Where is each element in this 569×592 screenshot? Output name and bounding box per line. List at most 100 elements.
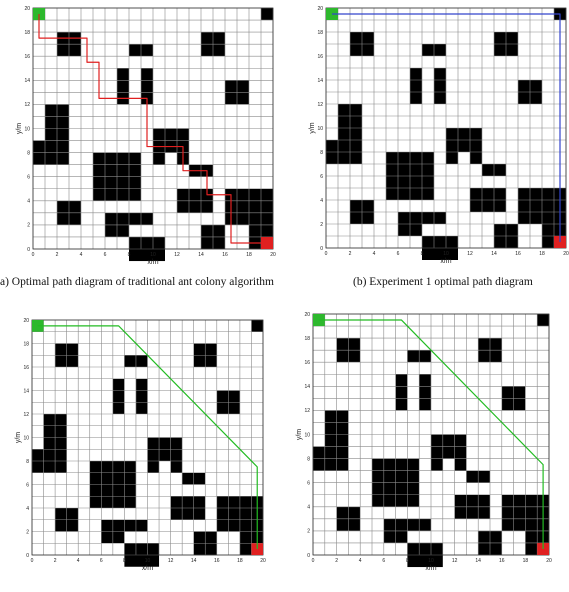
- x-tick-label: 0: [325, 251, 328, 257]
- y-tick-label: 0: [27, 247, 30, 253]
- obstacle: [537, 314, 549, 327]
- x-tick-label: 12: [168, 558, 174, 564]
- x-tick-label: 2: [56, 252, 59, 258]
- x-axis-label: x/m: [142, 565, 153, 572]
- obstacle: [442, 434, 455, 447]
- obstacle: [159, 437, 171, 450]
- y-tick-label: 10: [304, 432, 310, 438]
- y-tick-label: 14: [24, 78, 30, 84]
- x-tick-label: 8: [421, 251, 424, 257]
- x-tick-label: 10: [145, 558, 151, 564]
- x-tick-label: 18: [539, 251, 545, 257]
- obstacle: [395, 374, 408, 411]
- y-tick-label: 2: [27, 223, 30, 229]
- y-tick-label: 4: [320, 198, 323, 204]
- obstacle: [434, 68, 446, 104]
- y-tick-label: 8: [26, 459, 29, 465]
- y-axis-label: y/m: [16, 123, 23, 134]
- x-tick-label: 18: [237, 558, 243, 564]
- x-tick-label: 2: [54, 558, 57, 564]
- x-tick-label: 20: [563, 251, 569, 257]
- y-tick-label: 10: [23, 435, 29, 441]
- y-tick-label: 0: [320, 246, 323, 252]
- y-tick-label: 20: [317, 6, 323, 12]
- x-tick-label: 4: [77, 558, 80, 564]
- obstacle: [251, 320, 263, 332]
- y-tick-label: 6: [307, 481, 310, 487]
- x-tick-label: 12: [174, 252, 180, 258]
- x-tick-label: 10: [428, 558, 434, 564]
- obstacle: [117, 68, 129, 105]
- start-cell: [33, 8, 45, 21]
- grid-map-b: 00 2 2 4 4 6 6 8 8 10 10 12 12 14 14 16 16 18 18 20 20 x/m y/m: [309, 6, 569, 265]
- obstacle: [410, 68, 422, 104]
- y-tick-label: 16: [304, 360, 310, 366]
- y-tick-label: 8: [27, 150, 30, 156]
- x-tick-label: 0: [312, 558, 315, 564]
- x-tick-label: 2: [335, 558, 338, 564]
- x-tick-label: 6: [100, 558, 103, 564]
- x-tick-label: 10: [443, 251, 449, 257]
- x-tick-label: 0: [31, 558, 34, 564]
- y-tick-label: 18: [317, 30, 323, 36]
- grid-map-a: 00 2 2 4 4 6 6 8 8 10 10 12 12 14 14 16 16 18 18 20 20 x/m y/m: [16, 6, 276, 266]
- x-tick-label: 8: [123, 558, 126, 564]
- x-tick-label: 8: [128, 252, 131, 258]
- x-tick-label: 18: [523, 558, 529, 564]
- y-tick-label: 14: [23, 388, 29, 394]
- obstacle: [141, 68, 153, 105]
- x-tick-label: 12: [452, 558, 458, 564]
- x-axis-label: x/m: [147, 259, 158, 266]
- y-axis-label: y/m: [296, 429, 303, 440]
- y-tick-label: 6: [320, 174, 323, 180]
- y-axis-label: y/m: [309, 122, 316, 133]
- y-tick-label: 2: [320, 222, 323, 228]
- x-tick-label: 16: [515, 251, 521, 257]
- y-tick-label: 16: [24, 54, 30, 60]
- obstacle: [165, 128, 177, 141]
- y-tick-label: 4: [27, 199, 30, 205]
- optimal-path: [318, 319, 544, 549]
- x-tick-label: 16: [214, 558, 220, 564]
- y-tick-label: 2: [307, 529, 310, 535]
- optimal-path: [332, 13, 561, 242]
- y-tick-label: 14: [317, 78, 323, 84]
- plot-border: [325, 7, 567, 249]
- obstacle: [135, 378, 148, 414]
- y-tick-label: 12: [304, 408, 310, 414]
- x-tick-label: 18: [246, 252, 252, 258]
- x-tick-label: 12: [467, 251, 473, 257]
- y-tick-label: 2: [26, 529, 29, 535]
- plot-border: [31, 319, 264, 556]
- y-tick-label: 18: [304, 336, 310, 342]
- x-axis-label: x/m: [425, 565, 436, 572]
- obstacle: [446, 140, 482, 152]
- grid-lines: [32, 7, 274, 250]
- y-tick-label: 16: [23, 365, 29, 371]
- obstacle: [458, 128, 470, 140]
- y-tick-label: 8: [320, 150, 323, 156]
- y-tick-label: 20: [23, 318, 29, 324]
- y-tick-label: 16: [317, 54, 323, 60]
- y-tick-label: 8: [307, 456, 310, 462]
- y-tick-label: 18: [24, 30, 30, 36]
- y-tick-label: 18: [23, 341, 29, 347]
- y-tick-label: 6: [27, 175, 30, 181]
- obstacle: [147, 449, 183, 461]
- y-tick-label: 4: [307, 505, 310, 511]
- x-tick-label: 8: [406, 558, 409, 564]
- obstacle: [261, 8, 273, 21]
- y-tick-label: 12: [24, 102, 30, 108]
- y-tick-label: 6: [26, 482, 29, 488]
- y-tick-label: 12: [317, 102, 323, 108]
- x-tick-label: 0: [32, 252, 35, 258]
- caption-a: a) Optimal path diagram of traditional a…: [0, 276, 275, 288]
- obstacle: [419, 374, 431, 411]
- y-tick-label: 12: [23, 412, 29, 418]
- y-axis-label: y/m: [15, 432, 22, 443]
- grid-map-c: 00 2 2 4 4 6 6 8 8 10 10 12 12 14 14 16 16 18 18 20 20 x/m y/m: [15, 318, 266, 572]
- x-tick-label: 2: [349, 251, 352, 257]
- x-tick-label: 10: [150, 252, 156, 258]
- optimal-path: [38, 14, 267, 244]
- y-tick-label: 4: [26, 506, 29, 512]
